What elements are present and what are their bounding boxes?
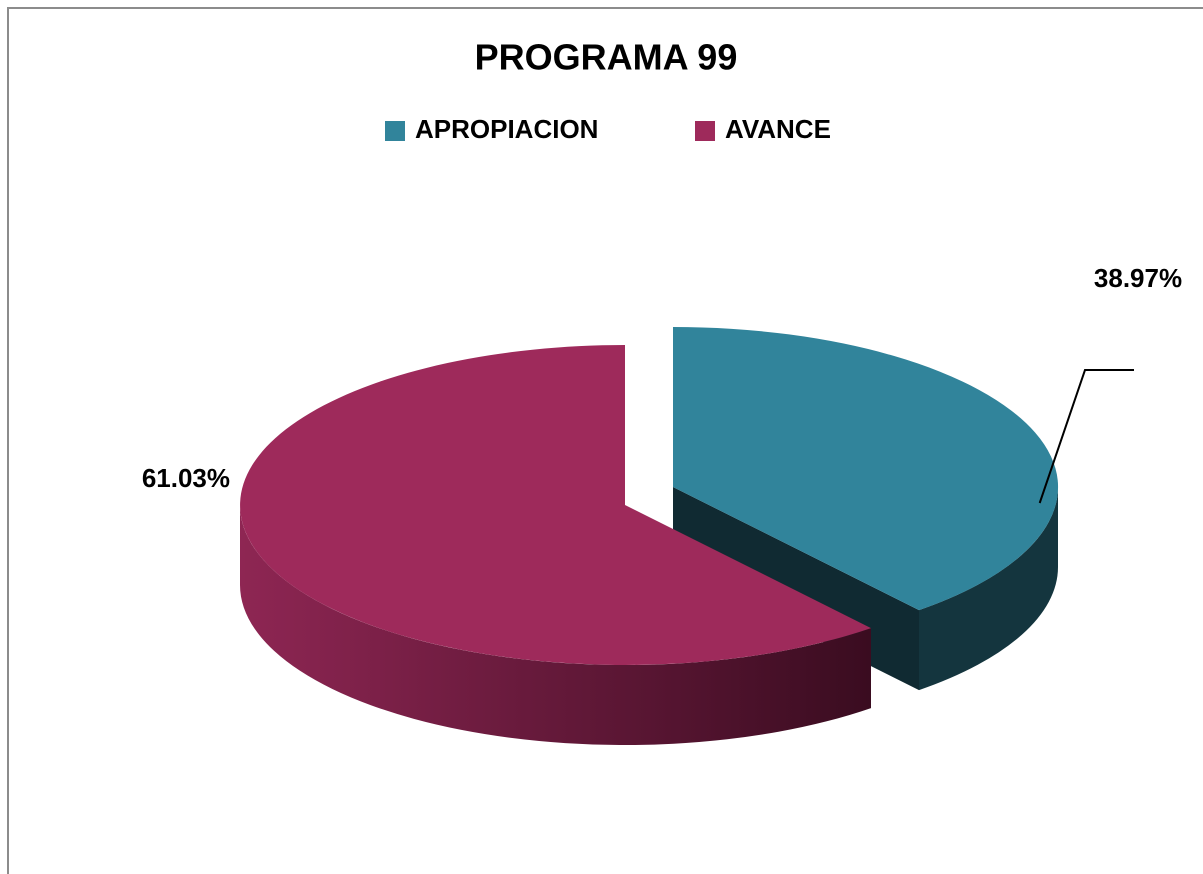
chart-title: PROGRAMA 99 bbox=[475, 37, 738, 78]
leader-line bbox=[1038, 369, 1134, 504]
slice bbox=[673, 327, 1059, 611]
chart-frame bbox=[7, 7, 1203, 874]
data-label: 38.97% bbox=[1094, 263, 1182, 293]
slice-side bbox=[240, 505, 871, 746]
slice bbox=[240, 345, 872, 665]
legend-swatch bbox=[695, 121, 715, 141]
legend-swatch bbox=[385, 121, 405, 141]
data-label: 61.03% bbox=[142, 463, 230, 493]
slice-side bbox=[919, 487, 1058, 691]
legend-label: AVANCE bbox=[725, 114, 831, 144]
legend-label: APROPIACION bbox=[415, 114, 598, 144]
